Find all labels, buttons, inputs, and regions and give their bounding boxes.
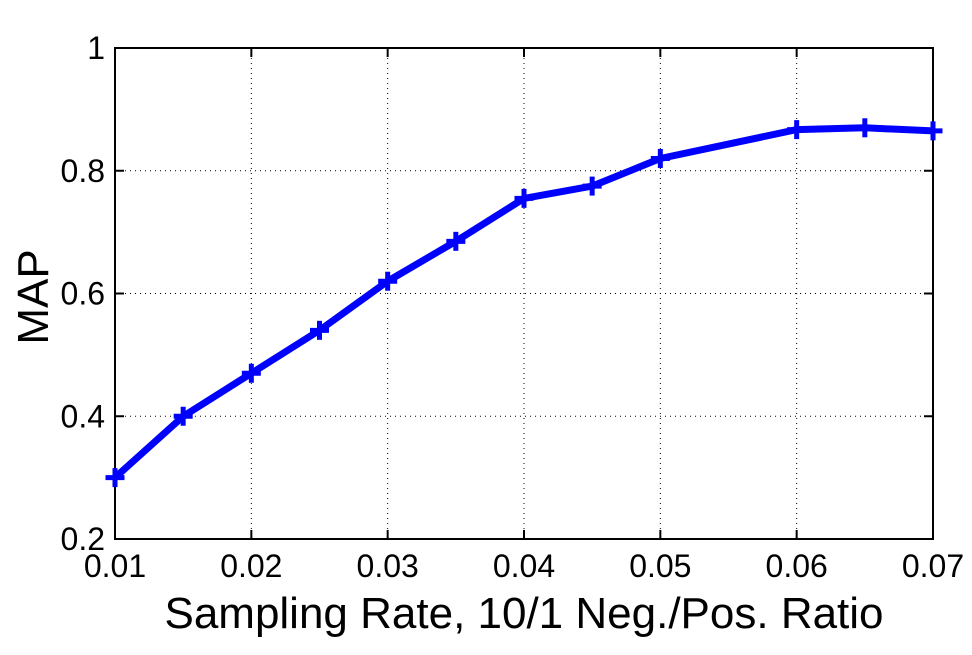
data-point [310,320,329,340]
data-point [650,148,670,168]
data-point [855,118,875,138]
data-point [378,271,398,291]
ticks [114,47,934,540]
x-tick-label: 0.05 [629,548,691,584]
x-tick-label: 0.04 [493,548,555,584]
y-tick-label: 0.8 [61,153,105,189]
y-tick-labels: 0.2 0.4 0.6 0.8 1 [61,30,105,557]
y-tick-label: 0.6 [61,276,105,312]
grid [115,48,933,539]
y-tick-label: 0.4 [61,398,105,434]
data-point [514,188,534,208]
data-point [787,120,807,140]
x-axis-label: Sampling Rate, 10/1 Neg./Pos. Ratio [164,589,883,638]
x-tick-label: 0.06 [766,548,828,584]
y-tick-label: 1 [87,30,105,66]
data-point [923,121,943,141]
series [105,118,943,488]
series-line [111,124,937,482]
y-axis-label: MAP [9,249,58,344]
data-point [173,406,193,426]
y-tick-label: 0.2 [61,521,105,557]
data-point [105,468,125,488]
x-tick-label: 0.07 [902,548,964,584]
x-tick-label: 0.01 [84,548,146,584]
data-point [582,176,602,196]
data-point [446,231,466,251]
x-tick-labels: 0.01 0.02 0.03 0.04 0.05 0.06 0.07 [84,548,964,584]
x-tick-label: 0.02 [220,548,282,584]
data-point [241,363,261,383]
x-tick-label: 0.03 [357,548,419,584]
